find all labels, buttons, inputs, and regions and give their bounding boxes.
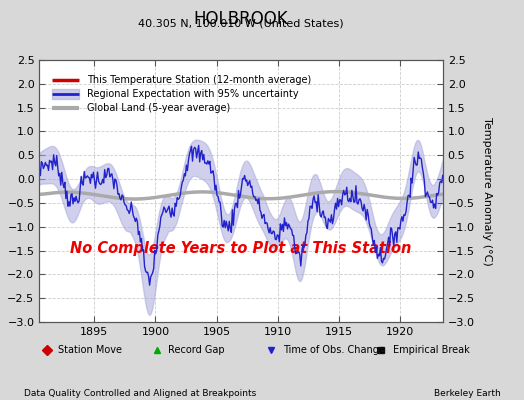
- Text: 40.305 N, 100.010 W (United States): 40.305 N, 100.010 W (United States): [138, 18, 344, 28]
- Y-axis label: Temperature Anomaly (°C): Temperature Anomaly (°C): [482, 117, 492, 265]
- Text: HOLBROOK: HOLBROOK: [194, 10, 288, 28]
- Text: Time of Obs. Change: Time of Obs. Change: [282, 345, 385, 355]
- Text: Berkeley Earth: Berkeley Earth: [434, 389, 500, 398]
- Text: Global Land (5-year average): Global Land (5-year average): [86, 103, 230, 113]
- Text: This Temperature Station (12-month average): This Temperature Station (12-month avera…: [86, 75, 311, 85]
- Text: Data Quality Controlled and Aligned at Breakpoints: Data Quality Controlled and Aligned at B…: [24, 389, 256, 398]
- Text: Empirical Break: Empirical Break: [392, 345, 470, 355]
- Text: Regional Expectation with 95% uncertainty: Regional Expectation with 95% uncertaint…: [86, 89, 298, 99]
- Text: Station Move: Station Move: [58, 345, 122, 355]
- Text: Record Gap: Record Gap: [168, 345, 225, 355]
- Text: No Complete Years to Plot at This Station: No Complete Years to Plot at This Statio…: [70, 241, 412, 256]
